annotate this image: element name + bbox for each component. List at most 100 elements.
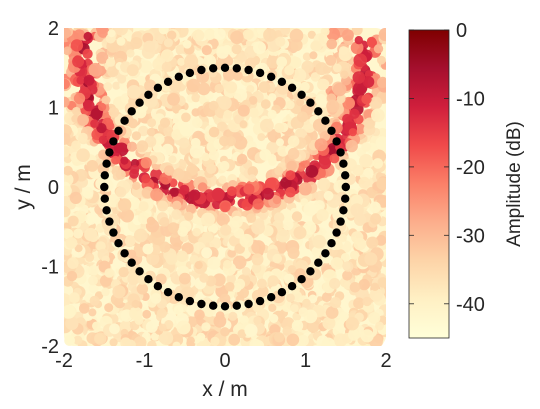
x-tick-label: -1: [136, 350, 154, 372]
field-point: [350, 203, 364, 217]
field-point: [248, 96, 258, 105]
field-point: [139, 60, 153, 73]
x-tick-label: 1: [300, 350, 311, 372]
field-point: [218, 96, 232, 110]
field-point: [67, 257, 79, 269]
colorbar-tick-label: -20: [456, 157, 485, 179]
field-point: [72, 106, 81, 116]
field-point: [194, 309, 205, 321]
field-point: [280, 28, 291, 35]
field-point: [242, 29, 254, 40]
field-point: [268, 157, 277, 166]
loudspeaker-dot: [336, 148, 345, 157]
y-tick-label: 1: [48, 98, 59, 120]
y-tick-label: -2: [41, 336, 59, 358]
loudspeaker-array: [100, 63, 350, 311]
field-point: [214, 83, 224, 94]
field-point: [300, 81, 310, 92]
field-point: [127, 141, 138, 152]
loudspeaker-dot: [267, 72, 276, 82]
field-point: [163, 126, 174, 137]
loudspeaker-dot: [255, 68, 265, 78]
field-point: [173, 305, 184, 316]
field-point: [64, 228, 74, 240]
field-point: [262, 187, 274, 200]
field-point: [73, 29, 86, 41]
field-point: [166, 312, 176, 322]
field-point: [295, 128, 307, 140]
field-point: [143, 40, 156, 53]
field-point: [359, 154, 373, 168]
loudspeaker-dot: [255, 296, 265, 306]
field-point: [155, 273, 167, 285]
field-point: [223, 259, 232, 269]
field-point: [252, 198, 264, 210]
field-point: [199, 273, 209, 283]
field-point: [322, 316, 336, 330]
field-point: [146, 128, 155, 137]
field-point: [246, 213, 257, 224]
field-point: [131, 131, 141, 141]
field-point: [73, 228, 84, 239]
field-point: [360, 329, 374, 343]
field-point: [285, 170, 296, 181]
field-point: [302, 298, 311, 308]
field-point: [257, 278, 267, 289]
field-point: [141, 174, 151, 184]
field-point: [172, 200, 182, 211]
field-point: [64, 304, 76, 319]
field-point: [267, 275, 279, 287]
field-point: [176, 320, 191, 335]
field-point: [324, 231, 334, 241]
field-point: [253, 316, 262, 325]
field-point: [112, 81, 121, 90]
field-point: [317, 177, 331, 191]
loudspeaker-dot: [297, 90, 306, 100]
colorbar-gradient: [408, 29, 450, 339]
field-point: [371, 108, 385, 123]
loudspeaker-dot: [232, 301, 241, 310]
field-point: [130, 165, 140, 175]
colorbar: 0 -10 -20 -30 -40 Amplitude (dB): [408, 20, 525, 339]
field-point: [138, 125, 149, 137]
field-point: [86, 160, 99, 172]
field-point: [88, 62, 103, 77]
field-point: [147, 118, 157, 128]
field-point: [364, 70, 373, 79]
field-point: [92, 321, 101, 331]
field-point: [292, 312, 302, 321]
loudspeaker-dot: [197, 65, 206, 75]
field-point: [307, 30, 316, 39]
field-point: [82, 48, 93, 60]
field-point: [99, 274, 112, 287]
field-point: [336, 94, 346, 104]
field-point: [64, 185, 72, 196]
field-point: [227, 186, 237, 197]
loudspeaker-dot: [209, 301, 218, 310]
field-point: [312, 234, 327, 249]
loudspeaker-dot: [135, 98, 144, 107]
field-point: [326, 99, 340, 113]
field-point: [126, 64, 139, 77]
field-point: [326, 38, 338, 50]
field-point: [285, 186, 296, 198]
field-point: [310, 40, 322, 52]
field-point: [290, 56, 302, 69]
field-point: [117, 74, 127, 84]
loudspeaker-dot: [102, 159, 111, 168]
loudspeaker-dot: [114, 126, 123, 135]
field-point: [101, 95, 111, 105]
loudspeaker-dot: [297, 275, 306, 284]
y-axis-label: y / m: [12, 164, 35, 210]
field-point: [373, 44, 384, 54]
field-point: [218, 175, 227, 184]
loudspeaker-dot: [120, 116, 129, 125]
loudspeaker-dot: [287, 282, 297, 291]
field-point: [101, 287, 110, 297]
field-point: [283, 273, 295, 285]
field-point: [179, 272, 191, 285]
field-point: [201, 231, 214, 243]
field-point: [83, 74, 95, 86]
field-point: [269, 314, 279, 323]
field-point: [146, 252, 160, 266]
